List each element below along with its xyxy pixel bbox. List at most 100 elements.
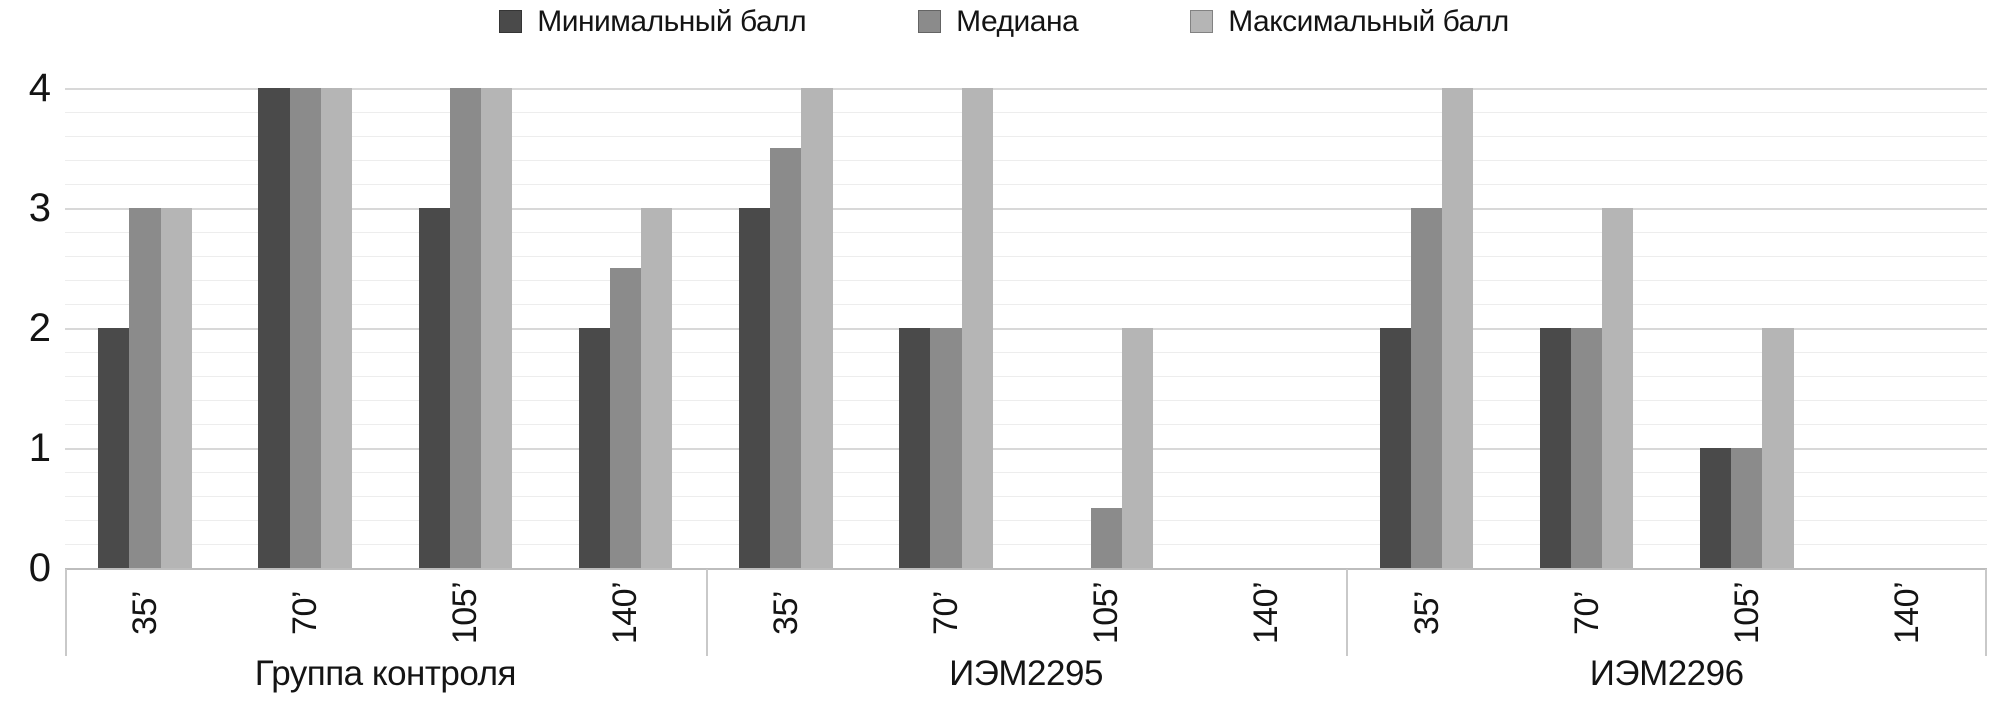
legend-swatch-max	[1190, 10, 1214, 33]
bar-max	[1762, 328, 1794, 568]
y-tick-label: 2	[28, 306, 51, 350]
group-separator	[65, 569, 67, 656]
bar-triplet	[1219, 88, 1313, 568]
bar-triplet	[1539, 88, 1634, 568]
group-separator	[1985, 569, 1987, 656]
group-separator	[1346, 569, 1349, 656]
x-tick-cell: 105’	[385, 570, 545, 656]
group-separator	[705, 569, 708, 656]
legend-item: Минимальный балл	[499, 5, 807, 38]
x-tick-cell: 140’	[1827, 570, 1987, 656]
category-cell	[1827, 88, 1987, 568]
bar-min	[1539, 328, 1572, 568]
bar-max	[801, 88, 833, 568]
legend-label: Медиана	[956, 5, 1079, 38]
bar-min	[98, 328, 130, 568]
group-label: ИЭМ2296	[1589, 654, 1744, 693]
bar-triplet	[1059, 88, 1153, 568]
legend-item: Максимальный балл	[1190, 5, 1509, 38]
y-tick-label: 0	[28, 546, 51, 590]
category-cell	[385, 88, 545, 568]
category-cell	[546, 88, 706, 568]
category-cell	[1026, 88, 1186, 568]
category-cell	[65, 88, 225, 568]
bar-median	[449, 88, 482, 568]
x-tick-cell: 35’	[706, 570, 866, 656]
bar-max	[481, 88, 513, 568]
x-tick-label: 105’	[1087, 581, 1126, 645]
bar-max	[1602, 208, 1634, 568]
bar-median	[930, 328, 962, 568]
category-cell	[706, 88, 866, 568]
x-tick-cell: 140’	[546, 570, 706, 656]
y-axis: 0 1 2 3 4	[0, 68, 51, 588]
x-tick-label: 140’	[1887, 581, 1926, 645]
bar-median	[289, 88, 321, 568]
x-tick-cell: 105’	[1026, 570, 1186, 656]
legend-label: Минимальный балл	[537, 5, 807, 38]
x-tick-label: 105’	[1727, 581, 1766, 645]
x-tick-label: 35’	[1407, 591, 1446, 635]
bar-min	[1699, 448, 1732, 568]
bar-min	[578, 328, 610, 568]
legend-swatch-median	[918, 10, 942, 33]
legend-item: Медиана	[918, 5, 1079, 38]
bar-max	[961, 88, 993, 568]
plot-area	[65, 88, 1987, 570]
bar-max	[160, 208, 192, 568]
x-tick-cell: 70’	[866, 570, 1026, 656]
x-tick-label: 70’	[1567, 591, 1606, 635]
x-tick-label: 105’	[446, 581, 485, 645]
bar-median	[129, 208, 161, 568]
bar-min	[258, 88, 290, 568]
bar-min	[738, 208, 771, 568]
bar-triplet	[98, 88, 192, 568]
x-tick-label: 70’	[926, 591, 965, 635]
x-tick-label: 140’	[1247, 581, 1286, 645]
bar-min	[1379, 328, 1411, 568]
group-label: Группа контроля	[254, 654, 517, 693]
bar-triplet	[738, 88, 833, 568]
group-label: ИЭМ2295	[949, 654, 1103, 693]
bar-min	[899, 328, 931, 568]
bar-triplet	[258, 88, 353, 568]
bar-max	[1121, 328, 1153, 568]
x-tick-label: 35’	[766, 591, 805, 635]
category-cell	[225, 88, 385, 568]
bar-triplet	[578, 88, 673, 568]
bar-max	[641, 208, 673, 568]
bar-median	[770, 148, 802, 568]
x-axis-group-labels: Группа контроля ИЭМ2295 ИЭМ2296	[65, 654, 1987, 706]
category-cell	[1507, 88, 1667, 568]
y-tick-label: 4	[28, 66, 51, 110]
bar-triplet	[1699, 88, 1794, 568]
bars-layer	[65, 88, 1987, 568]
category-cell	[1346, 88, 1506, 568]
y-tick-label: 3	[28, 186, 51, 230]
category-cell	[1667, 88, 1827, 568]
bar-median	[1410, 208, 1443, 568]
bar-median	[609, 268, 642, 568]
bar-max	[1442, 88, 1474, 568]
bar-median	[1731, 448, 1763, 568]
x-tick-cell: 70’	[1507, 570, 1667, 656]
bar-triplet	[418, 88, 513, 568]
bar-triplet	[1379, 88, 1474, 568]
y-tick-label: 1	[28, 426, 51, 470]
x-tick-cell: 35’	[65, 570, 225, 656]
x-tick-label: 70’	[286, 591, 325, 635]
x-tick-cell: 140’	[1186, 570, 1346, 656]
legend-label: Максимальный балл	[1228, 5, 1509, 38]
bar-triplet	[899, 88, 993, 568]
bar-min	[418, 208, 450, 568]
x-tick-cell: 70’	[225, 570, 385, 656]
category-cell	[866, 88, 1026, 568]
x-tick-label: 140’	[606, 581, 645, 645]
chart-legend: Минимальный балл Медиана Максимальный балл	[0, 5, 2008, 38]
x-tick-cell: 105’	[1667, 570, 1827, 656]
bar-median	[1571, 328, 1603, 568]
bar-median	[1090, 508, 1122, 568]
x-tick-label: 35’	[126, 591, 165, 635]
legend-swatch-min	[499, 10, 523, 33]
